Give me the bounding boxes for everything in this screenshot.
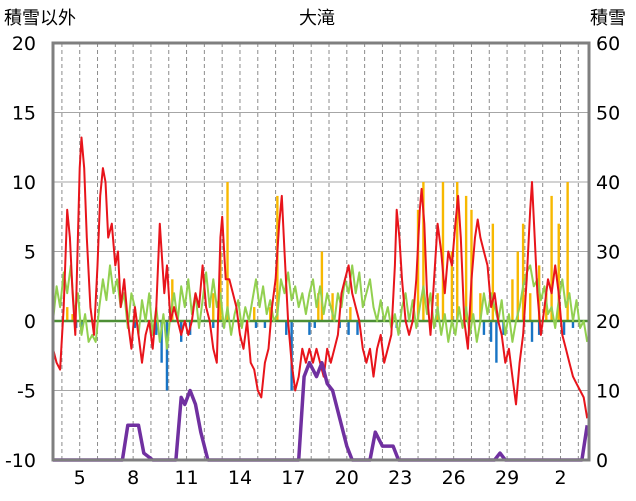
- wind-bar: [495, 321, 498, 363]
- temperature-line: [52, 136, 589, 419]
- x-tick-label: 20: [335, 467, 359, 489]
- precipitation-bar: [479, 293, 482, 321]
- wind-bar: [155, 321, 158, 335]
- y-left-tick-label: -5: [17, 381, 36, 403]
- precipitation-bar: [491, 223, 495, 321]
- precipitation-bar: [269, 307, 272, 321]
- left-axis-title: 積雪以外: [4, 8, 76, 29]
- precipitation-bar: [557, 223, 560, 321]
- x-tick-label: 5: [74, 467, 86, 489]
- precipitation-bar: [331, 293, 334, 321]
- wind-bar: [571, 321, 575, 328]
- wind-bar: [502, 321, 505, 335]
- right-axis-title: 積雪: [590, 8, 626, 29]
- precipitation-bar: [226, 182, 229, 321]
- precipitation-bar: [550, 195, 553, 321]
- x-tick-label: 8: [127, 467, 139, 489]
- axis-labels: 積雪以外 大滝 積雪: [4, 8, 626, 29]
- wind-bar: [165, 321, 169, 391]
- precipitation-bar: [253, 307, 256, 321]
- wind-bar: [530, 321, 534, 342]
- x-tick-label: 23: [388, 467, 412, 489]
- wind-bar: [489, 321, 493, 342]
- precipitation-bar: [529, 293, 532, 321]
- x-tick-label: 2: [554, 467, 566, 489]
- precipitation-bar: [456, 182, 459, 321]
- y-left-tick-label: 0: [24, 311, 36, 333]
- precipitation-bar: [464, 195, 468, 321]
- y-left-tick-label: -10: [5, 450, 36, 472]
- precipitation-bar: [521, 223, 525, 321]
- y-right-tick-label: 60: [596, 33, 620, 55]
- wind-bar: [133, 321, 137, 328]
- precipitation-bar: [317, 293, 320, 321]
- wind-bar: [308, 321, 311, 335]
- tick-labels: -10 -5 0 5 10 15 20 0 10 20 30 40 50 60 5 8 11 14 17 20 23 26…: [5, 33, 620, 489]
- x-tick-label: 26: [442, 467, 466, 489]
- precipitation-bar: [470, 209, 473, 321]
- y-right-tick-label: 20: [596, 311, 620, 333]
- wind-bar: [562, 321, 566, 335]
- wind-bar: [212, 321, 215, 328]
- y-left-tick-label: 5: [24, 242, 36, 264]
- wind-bar: [160, 321, 163, 363]
- precipitation-bar: [441, 182, 445, 321]
- y-left-tick-label: 10: [12, 172, 36, 194]
- precipitation-bar: [416, 209, 420, 321]
- y-right-tick-label: 50: [596, 103, 620, 125]
- precipitation-bar: [320, 251, 324, 321]
- x-tick-label: 17: [281, 467, 305, 489]
- precipitation-bar: [511, 279, 514, 321]
- precipitation-bar: [349, 307, 352, 321]
- x-tick-label: 11: [174, 467, 198, 489]
- wind-bar: [356, 321, 359, 335]
- wind-bar: [263, 321, 267, 328]
- y-right-tick-label: 0: [596, 450, 608, 472]
- precipitation-bar: [422, 182, 425, 321]
- y-left-tick-label: 20: [12, 33, 36, 55]
- y-right-tick-label: 30: [596, 242, 620, 264]
- wind-bar: [285, 321, 288, 335]
- temperature-series: [52, 136, 589, 419]
- precipitation-bar: [566, 182, 569, 321]
- wind-bar: [313, 321, 316, 328]
- y-left-tick-label: 15: [12, 103, 36, 125]
- wind-bar: [537, 321, 541, 335]
- wind-bar: [482, 321, 486, 335]
- x-tick-label: 29: [495, 467, 519, 489]
- precipitation-bar: [66, 307, 69, 321]
- x-tick-label: 14: [228, 467, 252, 489]
- y-right-tick-label: 40: [596, 172, 620, 194]
- precipitation-bar: [212, 293, 215, 321]
- chart-title: 大滝: [299, 8, 335, 29]
- precipitation-bar: [516, 251, 519, 321]
- precipitation-bar: [450, 251, 454, 321]
- precipitation-bar: [219, 251, 222, 321]
- y-right-tick-label: 10: [596, 381, 620, 403]
- wind-bar: [347, 321, 350, 335]
- plot-frame: [51, 41, 591, 462]
- wind-bar: [254, 321, 258, 328]
- precipitation-bar: [71, 314, 74, 321]
